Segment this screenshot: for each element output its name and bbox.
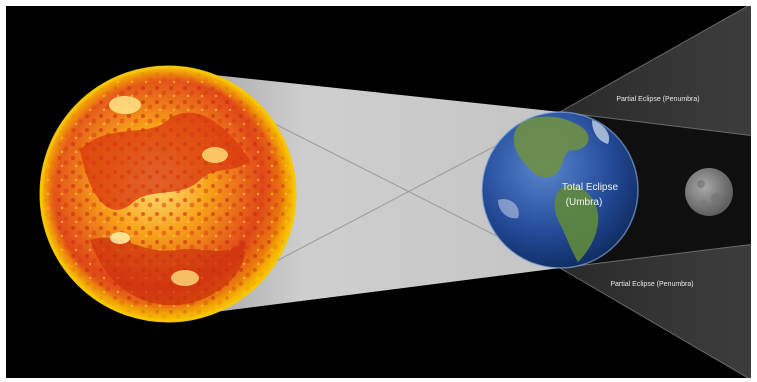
moon-illustration: [685, 168, 733, 216]
lower-penumbra-label: Partial Eclipse (Penumbra): [610, 281, 693, 288]
umbra-lower-edge: [559, 243, 751, 269]
lower-penumbra-region: [560, 244, 751, 378]
penumbra-upper-edge: [559, 6, 749, 113]
penumbra-lower-edge: [559, 267, 750, 378]
earth-illustration: [481, 111, 639, 269]
upper-penumbra-label: Partial Eclipse (Penumbra): [616, 96, 699, 103]
umbra-label-line2: (Umbra): [566, 197, 603, 208]
umbra-label-line1: Total Eclipse: [562, 182, 619, 193]
upper-penumbra-region: [560, 6, 751, 136]
sun-illustration: [39, 65, 297, 323]
umbra-upper-edge: [559, 111, 751, 137]
